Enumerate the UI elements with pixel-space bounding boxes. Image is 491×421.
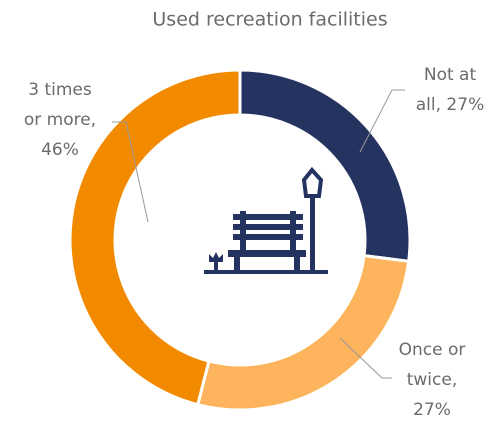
donut-slice [68,68,242,407]
donut-slice [195,253,411,412]
data-label: 3 times [28,80,92,100]
data-label: Once or [399,340,466,360]
data-label: all, 27% [416,95,484,115]
leader-line [359,89,405,153]
leader-line [112,121,149,223]
bench-icon [204,166,328,274]
data-label: Not at [424,65,477,85]
donut-slice [238,68,412,263]
data-label: or more, [24,110,96,130]
data-label: 46% [41,140,79,160]
leader-line [339,337,392,379]
data-label: twice, [407,370,458,390]
chart-title: Used recreation facilities [152,9,387,31]
data-label: 27% [413,400,451,420]
